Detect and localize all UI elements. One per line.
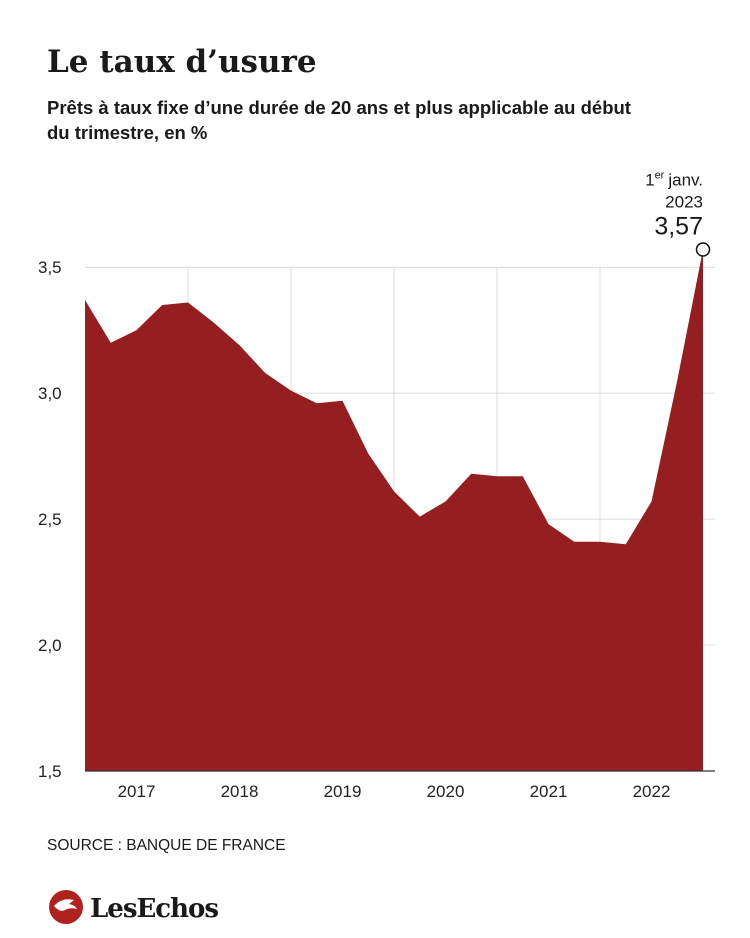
- y-tick-label: 2,5: [38, 510, 62, 529]
- annotation-month: janv.: [667, 171, 703, 190]
- x-tick-label: 2020: [427, 782, 465, 801]
- x-tick-label: 2022: [633, 782, 671, 801]
- area: [85, 249, 703, 772]
- y-tick-label: 3,5: [38, 258, 62, 277]
- y-tick-label: 3,0: [38, 384, 62, 403]
- x-tick-label: 2017: [118, 782, 156, 801]
- chart-title: Le taux d’usure: [47, 44, 317, 80]
- annotation: 2023: [665, 193, 703, 212]
- x-tick-label: 2021: [530, 782, 568, 801]
- subtitle: Prêts à taux fixe d’une durée de 20 ans …: [47, 97, 631, 118]
- value-label: 3,57: [654, 213, 703, 241]
- annotation-day: 1: [645, 171, 654, 190]
- subtitle: du trimestre, en %: [47, 122, 207, 143]
- x-tick-label: 2018: [221, 782, 259, 801]
- point-marker: [695, 242, 711, 257]
- source: SOURCE : BANQUE DE FRANCE: [47, 837, 286, 854]
- y-tick-label: 2,0: [38, 636, 62, 655]
- brand: LesEchos: [90, 894, 218, 924]
- annotation-suffix: er: [655, 170, 665, 182]
- annotation: 1er janv.: [645, 170, 703, 190]
- logo-bird: [54, 899, 77, 911]
- y-tick-label: 1,5: [38, 762, 62, 781]
- x-tick-label: 2019: [324, 782, 362, 801]
